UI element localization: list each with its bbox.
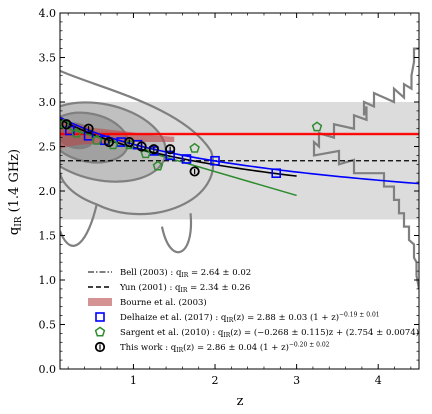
legend-label-bourne: Bourne et al. (2003) xyxy=(120,297,207,308)
data-points xyxy=(60,118,323,178)
bourne-band xyxy=(60,115,175,150)
legend-label-delhaize: Delhaize et al. (2017) : qIR(z) = 2.88 ±… xyxy=(120,312,380,325)
x-tick-label: 1 xyxy=(130,374,137,387)
thiswork-point xyxy=(83,123,94,134)
y-tick-label: 4.0 xyxy=(39,7,57,20)
x-tick-label: 2 xyxy=(212,374,219,387)
y-tick-label: 1.5 xyxy=(39,230,57,243)
delhaize-fit xyxy=(60,116,419,185)
thiswork-point xyxy=(189,166,200,177)
x-axis-label: z xyxy=(237,394,244,409)
legend-label-yun: Yun (2001) : qIR = 2.34 ± 0.26 xyxy=(119,282,250,294)
delhaize-point xyxy=(271,168,282,178)
thiswork-point xyxy=(148,144,159,155)
delhaize-point xyxy=(181,154,192,164)
y-tick-label: 0.5 xyxy=(39,319,57,332)
sargent-point xyxy=(140,148,151,159)
legend-item-delhaize: Delhaize et al. (2017) : qIR(z) = 2.88 ±… xyxy=(95,312,380,325)
y-tick-label: 0.0 xyxy=(39,363,57,376)
contour-tail-right xyxy=(160,213,193,254)
sargent-point xyxy=(152,160,164,171)
thiswork-point xyxy=(103,136,115,148)
legend-item-thiswork: This work : qIR(z) = 2.86 ± 0.04 (1 + z)… xyxy=(94,341,330,355)
legend-label-thiswork: This work : qIR(z) = 2.86 ± 0.04 (1 + z)… xyxy=(120,342,330,355)
contour-outer xyxy=(60,69,215,216)
legend-item-yun: Yun (2001) : qIR = 2.34 ± 0.26 xyxy=(88,282,250,294)
thiswork-point xyxy=(124,136,135,148)
plot-area xyxy=(60,47,419,290)
y-tick-label: 2.5 xyxy=(39,141,57,154)
delhaize-point xyxy=(210,155,220,166)
fit-lines xyxy=(60,115,419,197)
thiswork-point xyxy=(136,141,147,152)
legend-marker-sargent xyxy=(94,326,106,337)
legend-label-bell: Bell (2003) : qIR = 2.64 ± 0.02 xyxy=(120,267,251,279)
legend-label-sargent: Sargent et al. (2010) : qIR(z) = (−0.268… xyxy=(120,327,419,339)
legend-marker-thiswork xyxy=(94,341,106,353)
x-tick-label: 3 xyxy=(293,374,300,387)
thiswork-point xyxy=(61,119,72,130)
y-tick-label: 3.0 xyxy=(39,96,57,109)
legend: Bell (2003) : qIR = 2.64 ± 0.02 Yun (2001… xyxy=(88,267,419,354)
axes: 0.0 0.5 1.0 1.5 2.0 2.5 3.0 3.5 4.0 1 2 3 4 xyxy=(39,7,420,387)
sargent-point xyxy=(189,142,200,153)
sargent-point xyxy=(311,121,323,132)
histogram-outline xyxy=(312,47,419,290)
sargent-point xyxy=(71,127,82,138)
qir-histogram xyxy=(312,47,419,290)
x-tick-label: 4 xyxy=(375,374,382,387)
y-tick-label: 1.0 xyxy=(39,274,57,287)
legend-marker-delhaize xyxy=(95,312,105,322)
delhaize-point xyxy=(83,131,94,141)
legend-item-sargent: Sargent et al. (2010) : qIR(z) = (−0.268… xyxy=(94,326,419,339)
thiswork-point xyxy=(165,144,176,155)
y-axis-label: qIR(1.4 GHz) xyxy=(7,149,24,235)
legend-item-bourne: Bourne et al. (2003) xyxy=(88,297,207,308)
sargent-point xyxy=(91,134,102,145)
y-tick-label: 3.5 xyxy=(39,52,57,65)
contour-tail-left xyxy=(60,204,98,247)
y-tick-label: 2.0 xyxy=(39,185,57,198)
legend-item-bell: Bell (2003) : qIR = 2.64 ± 0.02 xyxy=(88,267,251,279)
